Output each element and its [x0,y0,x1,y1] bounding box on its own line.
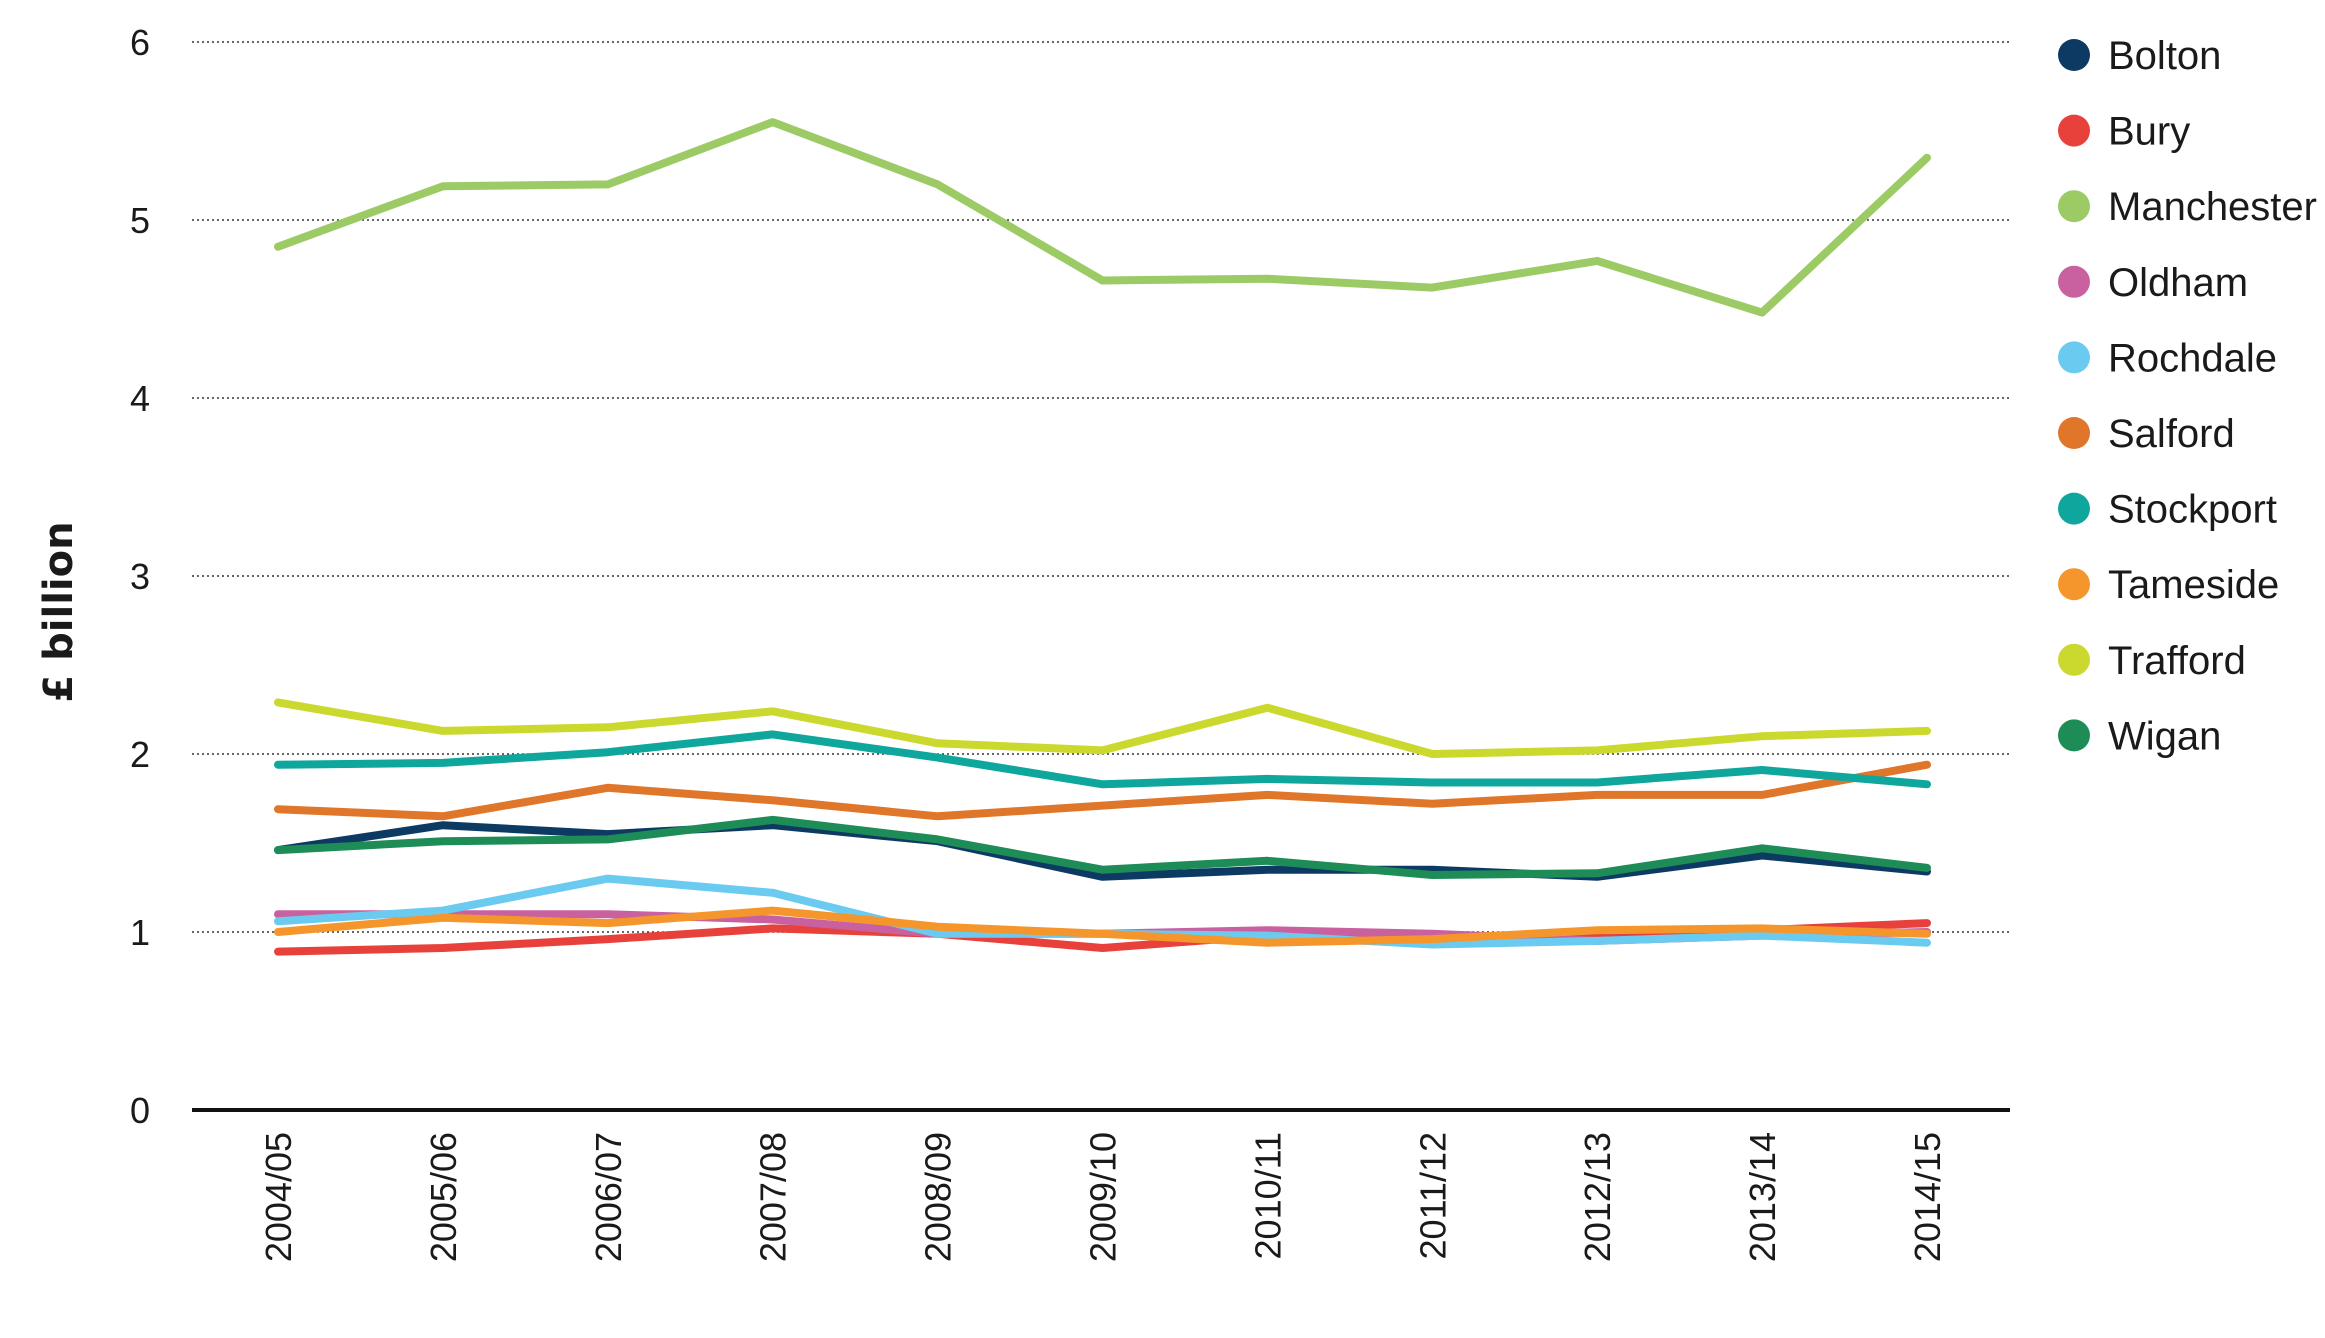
series-lines [274,118,1931,956]
legend-label: Manchester [2108,185,2317,229]
x-tick-label: 2010/11 [1247,1132,1288,1259]
series-line-tameside [274,906,1931,947]
x-tick-label: 2014/15 [1907,1132,1948,1262]
x-axis-ticks: 2004/05 2005/06 2006/07 2007/08 2008/09 2009/… [258,1132,1948,1262]
series-line-stockport [274,730,1931,789]
series-line-salford [274,760,1931,821]
legend-label: Rochdale [2108,336,2277,380]
x-tick-label: 2013/14 [1742,1132,1783,1262]
y-axis-label: £ billion [36,521,82,702]
legend-label: Bury [2108,110,2190,154]
series-line-bolton [274,821,1931,881]
legend-item-trafford: Trafford [2058,639,2246,683]
legend-marker [2058,719,2090,752]
y-tick-label: 1 [130,912,150,953]
x-tick-label: 2004/05 [258,1132,299,1262]
legend-item-bury: Bury [2058,110,2190,154]
x-tick-label: 2012/13 [1577,1132,1618,1262]
legend-label: Tameside [2108,563,2279,607]
legend-marker [2058,417,2090,449]
x-tick-label: 2009/10 [1083,1132,1124,1262]
series-line-bury [274,919,1931,956]
legend-marker [2058,341,2090,374]
legend-item-oldham: Oldham [2058,261,2248,305]
legend-label: Trafford [2108,639,2246,683]
legend-item-stockport: Stockport [2058,488,2277,532]
legend-item-salford: Salford [2058,412,2235,456]
x-tick-label: 2008/09 [918,1132,959,1262]
legend-item-rochdale: Rochdale [2058,336,2277,380]
y-tick-label: 6 [130,22,150,63]
y-tick-label: 4 [130,378,150,419]
y-tick-label: 2 [130,734,150,775]
y-axis-ticks: 0 1 2 3 4 5 6 [130,22,150,1131]
legend-marker [2058,39,2090,71]
series-line-manchester [274,118,1931,317]
x-tick-label: 2005/06 [423,1132,464,1262]
y-tick-label: 5 [130,200,150,241]
legend-item-bolton: Bolton [2058,34,2221,78]
legend-marker [2058,190,2090,223]
legend-marker [2058,114,2090,147]
x-tick-label: 2006/07 [588,1132,629,1262]
legend-label: Stockport [2108,488,2277,532]
y-tick-label: 0 [130,1090,150,1131]
legend-label: Bolton [2108,34,2221,78]
x-tick-label: 2007/08 [753,1132,794,1262]
x-tick-label: 2011/12 [1412,1132,1453,1259]
legend-marker [2058,492,2090,525]
legend-item-manchester: Manchester [2058,185,2317,229]
series-line-wigan [274,815,1931,879]
y-tick-label: 3 [130,556,150,597]
legend-label: Salford [2108,412,2235,456]
legend-label: Wigan [2108,714,2221,758]
legend-marker [2058,265,2090,298]
legend-item-wigan: Wigan [2058,714,2221,758]
legend-item-tameside: Tameside [2058,563,2279,607]
legend-marker [2058,568,2090,601]
legend: Bolton Bury Manchester Oldham Rochdale Salfor… [2058,34,2317,758]
legend-marker [2058,643,2090,676]
series-line-trafford [274,698,1931,758]
legend-label: Oldham [2108,261,2248,305]
